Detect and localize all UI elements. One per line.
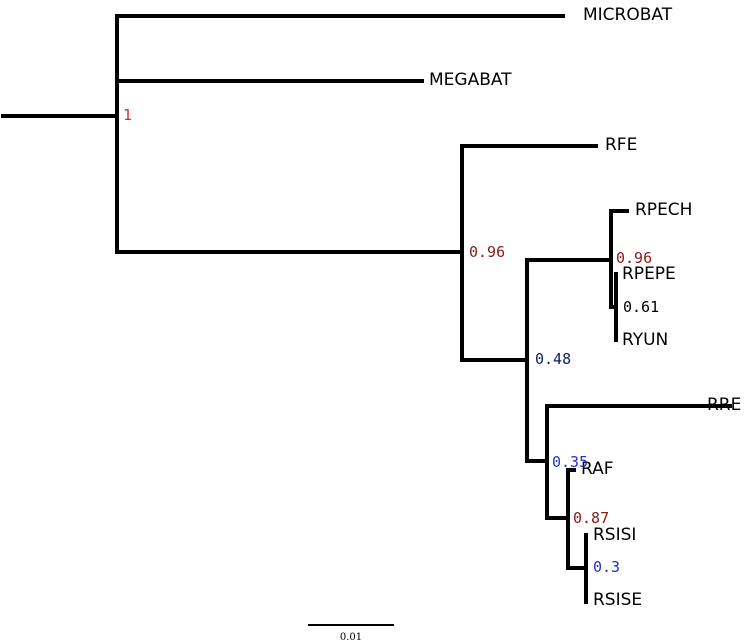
support-value-rpech-node: 0.96 [616, 249, 652, 267]
taxon-label-rpech: RPECH [635, 200, 692, 220]
support-value-main-node: 0.48 [535, 350, 571, 368]
taxon-label-raf: RAF [581, 459, 614, 479]
taxon-label-microbat: MICROBAT [583, 5, 673, 25]
taxon-label-rsisi: RSISI [593, 525, 636, 545]
taxon-label-rpepe: RPEPE [622, 264, 676, 284]
taxon-label-megabat: MEGABAT [429, 70, 512, 90]
support-value-rfe-node: 0.96 [469, 243, 505, 261]
taxon-label-rre: RRE [707, 395, 741, 415]
taxon-label-rfe: RFE [605, 135, 637, 155]
support-value-root: 1 [123, 106, 132, 124]
support-value-raf-node: 0.87 [573, 509, 609, 527]
taxon-label-ryun: RYUN [622, 330, 668, 350]
taxon-label-rsise: RSISE [593, 590, 642, 610]
support-value-rpepe-ryun-node: 0.61 [623, 298, 659, 316]
scale-bar-label: 0.01 [340, 632, 362, 642]
support-value-rsi-node: 0.3 [593, 558, 620, 576]
support-value-rre-node: 0.35 [552, 453, 588, 471]
